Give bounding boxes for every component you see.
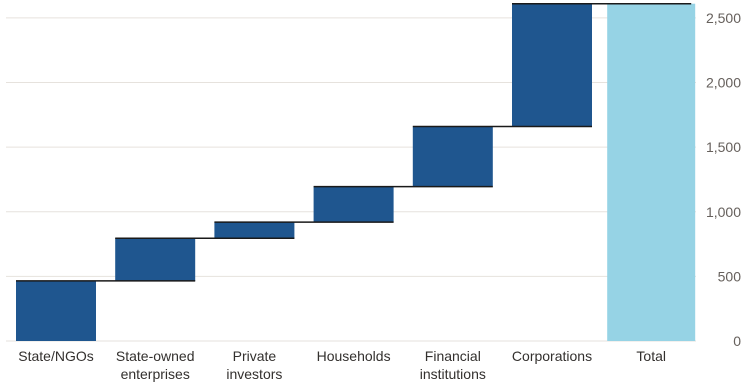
y-tick-label: 2,500 — [706, 10, 741, 26]
x-category-label: institutions — [420, 366, 486, 382]
y-tick-label: 1,500 — [706, 139, 741, 155]
bar-step — [412, 126, 493, 187]
y-tick-label: 500 — [718, 268, 742, 284]
x-category-label: State-owned — [116, 348, 195, 364]
x-category-label: Private — [233, 348, 277, 364]
x-category-label: Households — [317, 348, 391, 364]
bar-step — [16, 280, 96, 341]
bar-step — [115, 238, 196, 281]
x-category-label: Total — [636, 348, 666, 364]
x-category-label: State/NGOs — [18, 348, 93, 364]
x-category-label: Corporations — [512, 348, 592, 364]
x-category-label: investors — [226, 366, 282, 382]
y-tick-label: 1,000 — [706, 204, 741, 220]
y-tick-label: 2,000 — [706, 75, 741, 91]
bar-step — [214, 222, 295, 239]
bars — [16, 3, 696, 341]
y-axis-ticks: 0 500 1,000 1,500 2,000 2,500 — [706, 10, 741, 349]
gridlines — [6, 17, 696, 342]
bar-total — [607, 3, 696, 341]
x-axis-labels: State/NGOs State-owned enterprises Private i… — [18, 348, 666, 382]
bar-step — [313, 186, 394, 223]
bar-step — [512, 3, 592, 127]
x-category-label: Financial — [425, 348, 481, 364]
x-category-label: enterprises — [121, 366, 190, 382]
y-tick-label: 0 — [733, 333, 741, 349]
connectors — [16, 2, 692, 282]
